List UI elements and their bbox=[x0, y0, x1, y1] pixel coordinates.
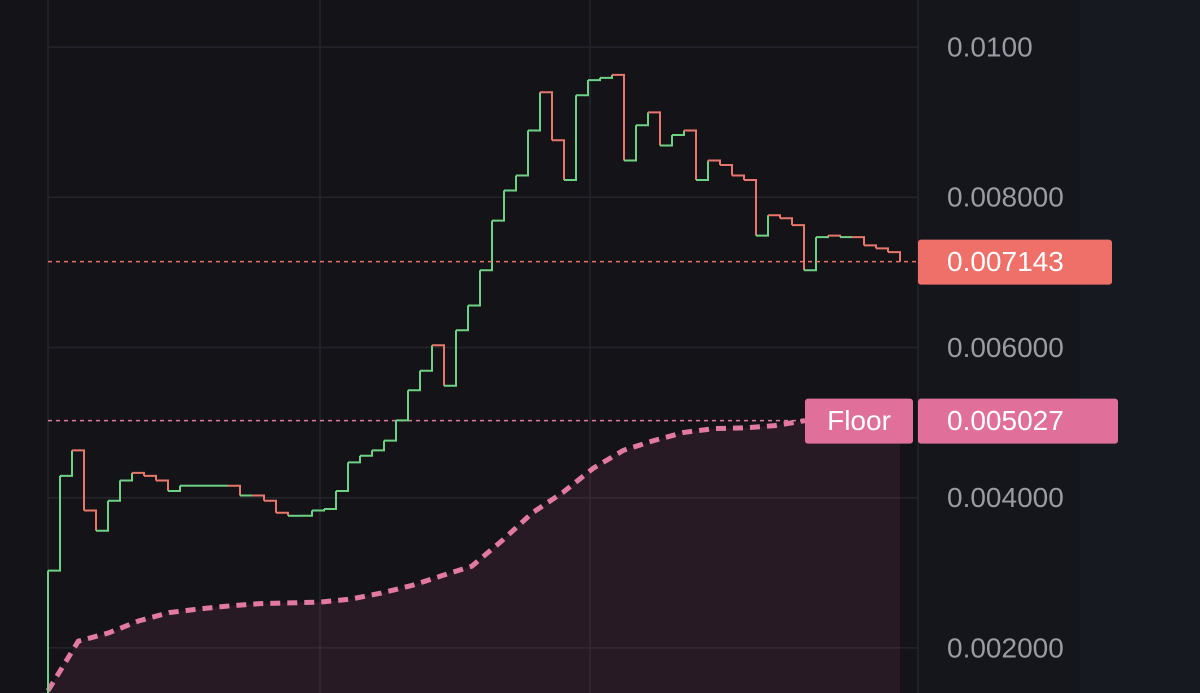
price-step bbox=[504, 175, 517, 192]
price-step bbox=[552, 139, 565, 180]
price-step bbox=[648, 111, 661, 146]
last-price-bg bbox=[918, 239, 1112, 285]
price-step bbox=[120, 472, 133, 482]
price-step bbox=[96, 500, 109, 532]
floor-line bbox=[45, 418, 806, 693]
price-step bbox=[264, 499, 277, 513]
price-step bbox=[444, 330, 457, 387]
grid bbox=[48, 46, 918, 649]
price-step bbox=[492, 190, 505, 222]
price-step bbox=[48, 475, 61, 572]
price-step bbox=[480, 220, 493, 272]
price-step bbox=[228, 484, 241, 496]
price-step bbox=[396, 390, 409, 422]
price-step bbox=[780, 217, 793, 226]
price-step bbox=[528, 92, 541, 132]
price-step bbox=[660, 135, 673, 147]
price-step bbox=[576, 80, 589, 97]
price-step bbox=[252, 494, 265, 501]
price-step bbox=[456, 305, 469, 332]
labels-layer: 0.0100 0.008000 0.006000 0.004000 0.002000 Fl… bbox=[805, 31, 1118, 663]
price-step bbox=[420, 345, 433, 372]
price-step bbox=[348, 455, 361, 464]
floor-area bbox=[48, 420, 900, 693]
price-step bbox=[432, 344, 445, 386]
marks-layer bbox=[45, 73, 918, 693]
price-step bbox=[300, 510, 313, 517]
price-step bbox=[756, 215, 769, 237]
price-step bbox=[612, 73, 625, 161]
price-step bbox=[168, 485, 181, 492]
price-step bbox=[108, 480, 121, 502]
price-step bbox=[744, 179, 757, 236]
price-step bbox=[732, 174, 745, 180]
price-step bbox=[468, 270, 481, 307]
price-step bbox=[708, 159, 721, 165]
axis-panel-edge bbox=[1080, 0, 1200, 693]
price-step bbox=[720, 164, 733, 176]
y-tick-label: 0.0100 bbox=[947, 31, 1033, 62]
price-step bbox=[84, 509, 97, 531]
price-step bbox=[360, 450, 373, 457]
price-step bbox=[540, 91, 553, 141]
price-step bbox=[672, 130, 685, 136]
price-step bbox=[60, 450, 73, 477]
price-step bbox=[516, 130, 529, 177]
price-step bbox=[696, 160, 709, 181]
price-step bbox=[72, 449, 85, 511]
price-step bbox=[336, 462, 349, 492]
price-step bbox=[384, 420, 397, 442]
price-step bbox=[888, 251, 901, 262]
price-step bbox=[324, 491, 337, 510]
price-step bbox=[636, 112, 649, 127]
price-step bbox=[852, 236, 865, 246]
price-step bbox=[804, 237, 817, 272]
price-step bbox=[372, 440, 385, 452]
price-step bbox=[564, 95, 577, 181]
price-step bbox=[624, 125, 637, 162]
price-step bbox=[792, 224, 805, 271]
floor-value-bg bbox=[918, 398, 1118, 444]
y-tick-label: 0.002000 bbox=[947, 632, 1064, 663]
floor-value-label: 0.005027 bbox=[947, 405, 1064, 436]
area-layer bbox=[48, 420, 900, 693]
y-tick-label: 0.004000 bbox=[947, 482, 1064, 513]
floor-tag-label: Floor bbox=[827, 405, 891, 436]
price-step bbox=[408, 370, 421, 392]
price-step bbox=[156, 479, 169, 491]
y-tick-label: 0.006000 bbox=[947, 332, 1064, 363]
last-price-label: 0.007143 bbox=[947, 246, 1064, 277]
price-step bbox=[144, 474, 157, 481]
price-step bbox=[276, 511, 289, 516]
floor-tag-bg bbox=[805, 398, 913, 444]
price-step bbox=[876, 247, 889, 253]
price-step bbox=[684, 129, 697, 180]
y-tick-label: 0.008000 bbox=[947, 182, 1064, 213]
